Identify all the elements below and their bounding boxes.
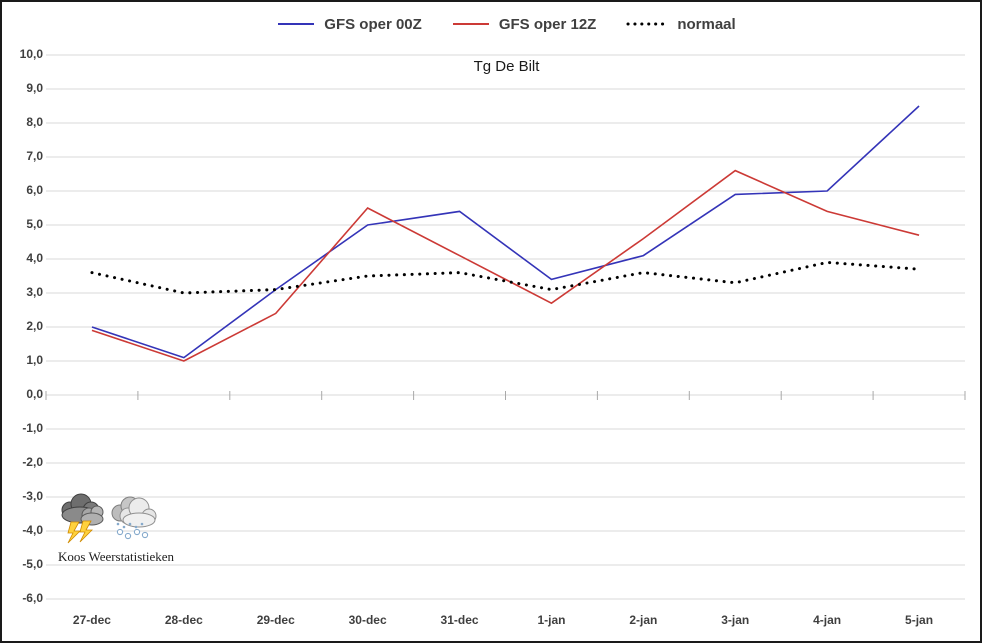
chart-title: Tg De Bilt xyxy=(473,58,540,75)
y-axis-label: -1,0 xyxy=(22,421,43,435)
y-axis-label: 1,0 xyxy=(26,353,43,367)
watermark-icons xyxy=(58,491,188,544)
x-axis-label: 3-jan xyxy=(721,613,750,627)
y-axis-label: -6,0 xyxy=(22,591,43,605)
y-axis-label: 5,0 xyxy=(26,217,43,231)
legend-swatch-gfs-oper-12z xyxy=(452,23,489,25)
storm-cloud-icon xyxy=(61,493,104,544)
y-axis-label: 6,0 xyxy=(26,183,43,197)
y-axis-label: -4,0 xyxy=(22,523,43,537)
legend-label-normaal: normaal xyxy=(677,15,736,33)
x-axis-label: 2-jan xyxy=(629,613,658,627)
legend-swatch-normaal xyxy=(626,22,669,26)
x-axis-label: 4-jan xyxy=(813,613,842,627)
watermark: Koos Weerstatistieken xyxy=(58,491,188,565)
legend-item-normaal: normaal xyxy=(626,15,736,33)
x-axis-label: 29-dec xyxy=(256,613,295,627)
x-axis-label: 28-dec xyxy=(164,613,203,627)
y-axis-label: 8,0 xyxy=(26,115,43,129)
x-axis-label: 31-dec xyxy=(440,613,479,627)
axis-ticks xyxy=(45,391,966,400)
x-axis-label: 5-jan xyxy=(905,613,934,627)
chart-legend: GFS oper 00Z GFS oper 12Z normaal xyxy=(48,11,965,37)
y-axis-label: 10,0 xyxy=(19,47,43,61)
series-line-gfs-oper-12z xyxy=(91,169,920,362)
watermark-text: Koos Weerstatistieken xyxy=(58,549,175,564)
y-axis-label: 2,0 xyxy=(26,319,43,333)
y-axis-label: 9,0 xyxy=(26,81,43,95)
y-axis-label: 3,0 xyxy=(26,285,43,299)
legend-item-gfs-oper-12z: GFS oper 12Z xyxy=(452,15,597,33)
legend-item-gfs-oper-00z: GFS oper 00Z xyxy=(277,16,422,33)
legend-swatch-gfs-oper-00z xyxy=(278,23,315,25)
y-axis-label: 0,0 xyxy=(26,387,43,401)
x-axis-label: 30-dec xyxy=(348,613,387,627)
y-axis-label: -2,0 xyxy=(22,455,43,469)
series-line-normaal xyxy=(90,260,921,295)
series-line-gfs-oper-00z xyxy=(91,105,920,359)
gridlines xyxy=(46,54,965,600)
y-axis-label: -3,0 xyxy=(22,489,43,503)
legend-label-gfs-oper-00z: GFS oper 00Z xyxy=(324,15,422,33)
y-axis-label: 7,0 xyxy=(26,149,43,163)
x-axis-label: 27-dec xyxy=(72,613,111,627)
snow-cloud-icon xyxy=(111,496,157,540)
legend-label-gfs-oper-12z: GFS oper 12Z xyxy=(498,15,597,33)
y-axis-label: 4,0 xyxy=(26,251,43,265)
x-axis-label: 1-jan xyxy=(537,613,566,627)
y-axis-label: -5,0 xyxy=(22,557,43,571)
